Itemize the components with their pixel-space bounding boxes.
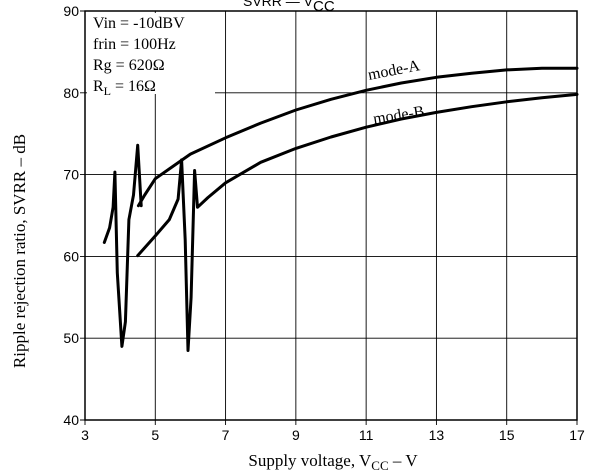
- y-axis-label: Ripple rejection ratio, SVRR – dB: [10, 134, 29, 368]
- curve-layer: [102, 66, 579, 352]
- annotation-frin: frin = 100Hz: [93, 36, 176, 53]
- x-tick-label: 13: [429, 427, 445, 443]
- x-tick-label: 5: [151, 427, 159, 443]
- annotation-box-bg: [87, 13, 215, 94]
- y-tick-label: 80: [63, 85, 79, 101]
- chart-title-sub: CC: [313, 0, 335, 15]
- x-axis-label-sub: CC: [371, 458, 388, 473]
- tick-labels: 3 5 7 9 11 13 15 17 40 50 60 70 80 90: [63, 3, 585, 443]
- annotation-rl: RL = 16Ω: [93, 78, 156, 98]
- y-tick-label: 60: [63, 248, 79, 264]
- annotation-vin: Vin = -10dBV: [93, 15, 185, 32]
- annotation-rl-main: R: [93, 78, 104, 95]
- series-line-2: [136, 92, 579, 352]
- series-label-mode-b: mode-B: [372, 103, 426, 128]
- x-axis-label-main: Supply voltage, V: [248, 451, 372, 470]
- chart-title-main: SVRR — V: [243, 0, 314, 9]
- series-line-3: [102, 143, 143, 348]
- annotation-rl-sub: L: [104, 84, 111, 98]
- series-line-1: [136, 66, 579, 208]
- y-tick-label: 70: [63, 167, 79, 183]
- x-tick-label: 3: [81, 427, 89, 443]
- x-axis-label-unit: – V: [389, 451, 419, 470]
- y-tick-label: 90: [63, 3, 79, 19]
- x-tick-label: 9: [292, 427, 300, 443]
- y-tick-label: 40: [63, 412, 79, 428]
- x-axis-label: Supply voltage, VCC – V: [248, 451, 418, 473]
- legend-annotation-box: Vin = -10dBV frin = 100Hz Rg = 620Ω RL =…: [87, 13, 215, 98]
- x-tick-label: 11: [359, 427, 374, 443]
- x-tick-label: 15: [499, 427, 515, 443]
- annotation-rl-value: = 16Ω: [111, 78, 156, 95]
- annotation-rg: Rg = 620Ω: [93, 57, 165, 74]
- chart-title: SVRR — VCC: [243, 0, 335, 15]
- plot-frame: [84, 10, 578, 421]
- x-tick-label: 7: [222, 427, 230, 443]
- y-tick-label: 50: [63, 330, 79, 346]
- x-tick-label: 17: [569, 427, 585, 443]
